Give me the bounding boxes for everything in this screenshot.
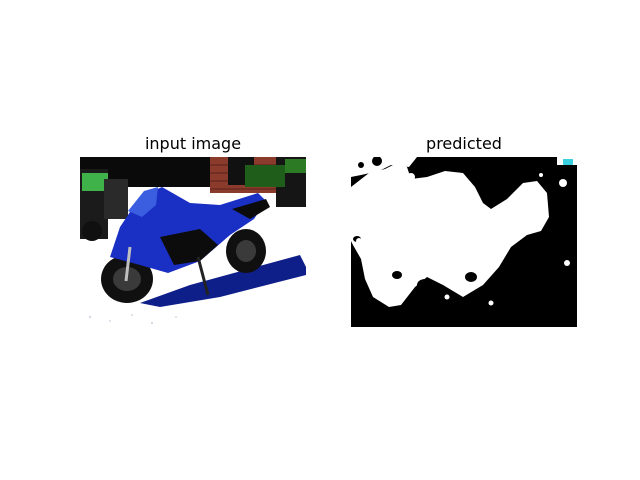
input-image-title: input image <box>144 134 242 153</box>
input-image <box>80 157 306 327</box>
predicted-mask-panel <box>351 157 577 327</box>
input-image-panel <box>80 157 306 327</box>
predicted-title: predicted <box>426 134 502 153</box>
predicted-mask <box>351 157 577 327</box>
